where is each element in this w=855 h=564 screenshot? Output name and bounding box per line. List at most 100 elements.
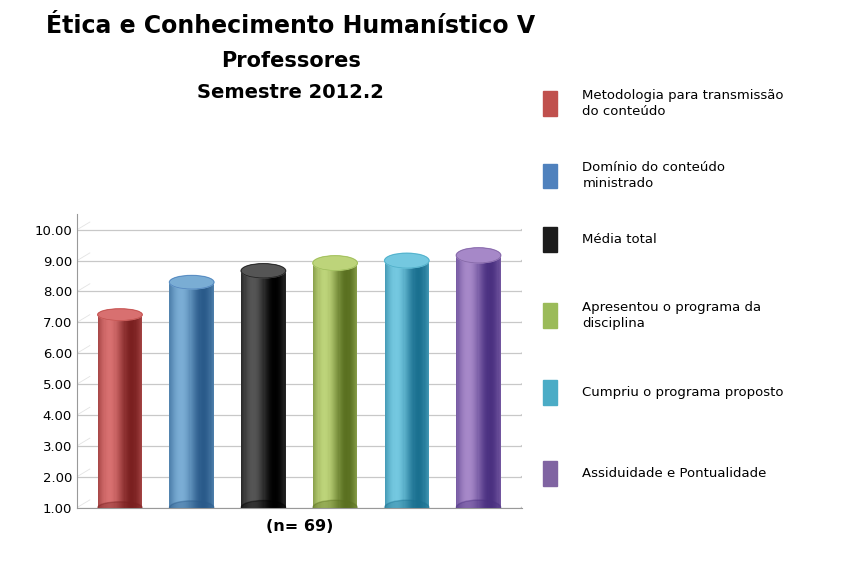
Bar <box>134 315 136 508</box>
Bar <box>196 282 198 508</box>
Bar <box>249 271 251 508</box>
Bar <box>108 315 109 508</box>
Bar <box>320 263 321 508</box>
Bar <box>202 282 203 508</box>
Bar <box>485 255 486 508</box>
Bar <box>277 271 278 508</box>
Bar <box>316 263 317 508</box>
Bar <box>111 315 112 508</box>
Bar <box>342 263 343 508</box>
Bar <box>127 315 128 508</box>
Bar <box>403 261 404 508</box>
Bar <box>205 282 206 508</box>
Bar <box>253 271 255 508</box>
Bar <box>255 271 256 508</box>
Bar <box>407 261 408 508</box>
Bar <box>260 271 262 508</box>
Bar <box>332 263 333 508</box>
Bar <box>248 271 249 508</box>
Bar <box>120 315 121 508</box>
Bar <box>480 255 481 508</box>
Ellipse shape <box>241 500 286 515</box>
Bar <box>130 315 131 508</box>
Bar <box>462 255 463 508</box>
Bar <box>281 271 282 508</box>
Bar <box>173 282 174 508</box>
Text: Apresentou o programa da
disciplina: Apresentou o programa da disciplina <box>582 301 762 331</box>
Bar <box>192 282 193 508</box>
Bar <box>192 282 194 508</box>
Ellipse shape <box>385 253 429 268</box>
Ellipse shape <box>385 500 429 515</box>
Bar <box>479 255 480 508</box>
Bar <box>210 282 212 508</box>
Bar <box>283 271 285 508</box>
Bar <box>458 255 460 508</box>
Bar <box>329 263 331 508</box>
Bar <box>404 261 406 508</box>
Bar <box>469 255 471 508</box>
Bar <box>476 255 477 508</box>
Bar <box>318 263 320 508</box>
Bar <box>396 261 397 508</box>
Bar <box>543 380 557 405</box>
Bar <box>133 315 134 508</box>
Bar <box>390 261 392 508</box>
Bar <box>334 263 335 508</box>
Text: Média total: Média total <box>582 232 657 246</box>
Bar <box>343 263 344 508</box>
Bar <box>460 255 461 508</box>
Bar <box>278 271 279 508</box>
Bar <box>347 263 349 508</box>
Bar <box>206 282 207 508</box>
Bar <box>201 282 202 508</box>
Bar <box>212 282 213 508</box>
Bar <box>176 282 177 508</box>
Bar <box>323 263 324 508</box>
Bar <box>487 255 488 508</box>
Bar <box>477 255 479 508</box>
Bar <box>324 263 325 508</box>
Bar <box>418 261 419 508</box>
Bar <box>275 271 277 508</box>
Bar <box>274 271 275 508</box>
Bar <box>415 261 416 508</box>
Bar <box>170 282 172 508</box>
Bar <box>543 461 557 486</box>
Bar <box>179 282 180 508</box>
Bar <box>270 271 271 508</box>
Bar <box>119 315 120 508</box>
Bar <box>199 282 201 508</box>
Bar <box>262 271 263 508</box>
Bar <box>321 263 323 508</box>
Bar <box>282 271 284 508</box>
Bar <box>466 255 468 508</box>
Bar <box>351 263 352 508</box>
Bar <box>401 261 403 508</box>
Bar <box>207 282 209 508</box>
Bar <box>131 315 133 508</box>
Bar <box>123 315 125 508</box>
Bar <box>328 263 330 508</box>
Bar <box>125 315 126 508</box>
Bar <box>490 255 491 508</box>
Bar <box>333 263 334 508</box>
Bar <box>315 263 316 508</box>
Bar <box>422 261 423 508</box>
Bar <box>110 315 111 508</box>
Bar <box>353 263 354 508</box>
Bar <box>491 255 492 508</box>
Bar <box>266 271 267 508</box>
Bar <box>242 271 244 508</box>
Bar <box>543 227 557 252</box>
Ellipse shape <box>313 500 357 515</box>
Bar <box>492 255 493 508</box>
Bar <box>109 315 110 508</box>
Bar <box>416 261 417 508</box>
Bar <box>543 91 557 116</box>
Bar <box>350 263 351 508</box>
Bar <box>499 255 501 508</box>
Bar <box>468 255 469 508</box>
Bar <box>386 261 388 508</box>
Bar <box>495 255 497 508</box>
